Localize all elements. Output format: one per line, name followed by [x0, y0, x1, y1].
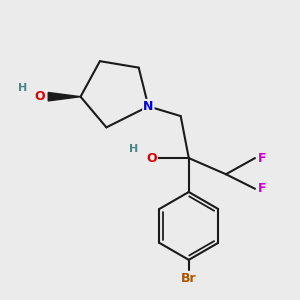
Text: Br: Br	[181, 272, 197, 285]
Text: H: H	[18, 82, 28, 93]
Text: O: O	[146, 152, 157, 165]
Text: N: N	[143, 100, 154, 113]
Text: H: H	[129, 144, 139, 154]
Text: F: F	[258, 152, 266, 165]
Text: O: O	[35, 90, 46, 103]
Text: F: F	[258, 182, 266, 195]
Polygon shape	[48, 92, 80, 101]
